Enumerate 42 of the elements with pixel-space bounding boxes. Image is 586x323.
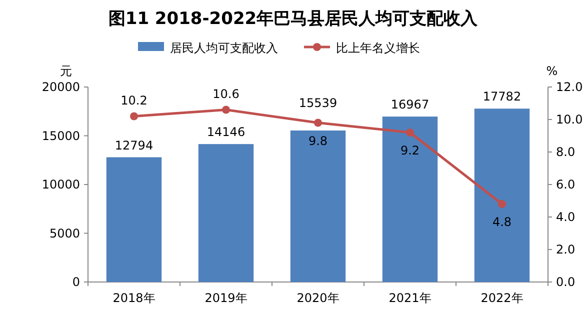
- bar: [474, 108, 530, 282]
- data-label: 16967: [390, 98, 430, 112]
- y2-tick-label: 12.0: [556, 80, 583, 94]
- bar: [106, 157, 162, 282]
- x-tick-label: 2020年: [296, 291, 340, 305]
- y-tick-label: 15000: [42, 128, 80, 143]
- x-tick-label: 2019年: [204, 291, 248, 305]
- y2-tick-label: 2.0: [556, 242, 576, 256]
- y-tick-label: 10000: [42, 178, 80, 192]
- point: [498, 200, 506, 208]
- chart-title: 图11 2018-2022年巴马县居民人均可支配收入: [108, 9, 479, 29]
- bar: [198, 144, 254, 282]
- y2-axis-title: %: [546, 64, 558, 78]
- y-tick-label: 5000: [49, 226, 80, 240]
- point: [406, 128, 414, 136]
- data-label: 12794: [114, 138, 154, 152]
- y2-tick-label: 0.0: [556, 275, 576, 289]
- y-tick-label: 20000: [42, 80, 80, 94]
- data-label: 14146: [206, 125, 246, 140]
- point: [314, 118, 322, 127]
- y-tick-label: 0: [72, 275, 80, 289]
- data-label: 10.6: [212, 86, 240, 101]
- data-label: 4.8: [492, 215, 512, 229]
- legend-label: 居民人均可支配收入: [170, 41, 278, 55]
- bar: [382, 116, 438, 282]
- x-tick-label: 2021年: [388, 291, 432, 305]
- x-tick-label: 2022年: [480, 291, 524, 305]
- y-axis-title: 元: [60, 64, 72, 78]
- point: [222, 106, 230, 114]
- y2-tick-label: 6.0: [556, 178, 576, 192]
- data-label: 17782: [482, 90, 522, 104]
- y2-tick-label: 4.0: [556, 210, 576, 224]
- point: [130, 112, 138, 120]
- data-label: 9.2: [400, 144, 420, 158]
- bar: [290, 130, 346, 282]
- y2-tick-label: 8.0: [556, 145, 576, 159]
- legend-label: 比上年名义增长: [336, 41, 420, 55]
- data-label: 15539: [298, 96, 338, 110]
- data-label: 10.2: [120, 93, 148, 108]
- x-tick-label: 2018年: [112, 291, 156, 305]
- y2-tick-label: 10.0: [556, 112, 583, 126]
- data-label: 9.8: [308, 134, 328, 148]
